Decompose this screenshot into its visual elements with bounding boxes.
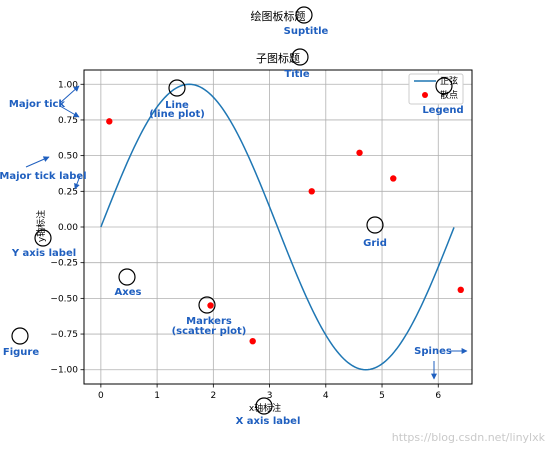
scatter-point-2 [249, 337, 256, 345]
annotation-title: Title [284, 69, 309, 80]
markers-marker-circle [198, 296, 216, 314]
legend-marker-label: 散点 [440, 89, 458, 101]
annotation-axes: Axes [115, 287, 142, 298]
scatter-point-1 [207, 302, 214, 309]
y-tick-label-7: 0.75 [58, 116, 78, 126]
x-tick-label-4: 4 [323, 391, 329, 401]
title: 子图标题 [256, 51, 300, 65]
annotation-figure: Figure [3, 347, 39, 358]
figure-marker-circle [11, 327, 29, 345]
annotation-major-tick: Major tick [9, 99, 66, 110]
x-tick-label-5: 5 [379, 391, 385, 401]
suptitle-marker-circle [295, 6, 313, 24]
axes-marker-circle [118, 268, 136, 286]
y-tick-label-6: 0.50 [58, 152, 78, 162]
y-tick-label-4: 0.00 [58, 223, 78, 233]
major-tick-arrow-2 [59, 105, 80, 118]
scatter-point-6 [457, 286, 464, 293]
major-tick-arrow-1 [59, 85, 80, 104]
axes: 0 1 2 3 4 5 6 −1.00 −0.75 −0.50 −0.25 0.00 0.25 0.50 0… [50, 69, 473, 401]
y-tick-label-8: 1.00 [58, 80, 78, 90]
x-axis-label-marker-circle [255, 397, 273, 415]
scatter-point-0 [106, 118, 113, 125]
annotation-suptitle: Suptitle [284, 26, 329, 37]
x-tick-label-3: 3 [267, 391, 273, 401]
annotation-major-tick-label: Major tick label [0, 171, 87, 182]
x-tick-label-1: 1 [154, 391, 160, 401]
scatter-point-5 [390, 175, 397, 182]
series-line-sine [100, 83, 455, 371]
annotation-spines: Spines [414, 346, 452, 357]
y-tick-label-2: −0.50 [50, 294, 78, 304]
annotation-line: Line [165, 100, 189, 111]
suptitle: 绘图板标题 [251, 9, 306, 23]
annotation-markers-sub: (scatter plot) [172, 326, 247, 337]
annotation-grid: Grid [363, 238, 387, 249]
title-marker-circle [291, 48, 309, 66]
annotation-x-axis-label: X axis label [236, 416, 301, 427]
y-tick-label-0: −1.00 [50, 366, 78, 376]
x-tick-label-6: 6 [435, 391, 441, 401]
x-axis-label: x轴标注 [249, 402, 281, 414]
y-axis-label-marker-circle [34, 229, 52, 247]
major-tick-label-arrow-1 [25, 156, 50, 168]
watermark: https://blog.csdn.net/linylxk [392, 431, 546, 444]
y-tick-label-1: −0.75 [50, 330, 78, 340]
annotation-markers: Markers [186, 316, 232, 327]
annotation-line-sub: (line plot) [149, 109, 205, 120]
scatter-point-3 [308, 188, 315, 195]
legend-marker-circle [435, 77, 453, 95]
x-tick-label-0: 0 [98, 391, 104, 401]
y-axis-label: y轴标注 [35, 210, 47, 242]
y-tick-label-3: −0.25 [50, 259, 78, 269]
x-tick-label-2: 2 [210, 391, 216, 401]
legend-line-label: 正弦 [440, 75, 458, 87]
annotation-y-axis-label: Y axis label [11, 248, 76, 259]
y-tick-label-5: 0.25 [58, 187, 78, 197]
grid-marker-circle [366, 216, 384, 234]
line-marker-circle [168, 79, 186, 97]
annotation-legend: Legend [422, 105, 463, 116]
legend-marker-swatch [422, 92, 428, 98]
scatter-point-4 [356, 149, 363, 156]
major-tick-label-arrow-2 [74, 175, 81, 190]
